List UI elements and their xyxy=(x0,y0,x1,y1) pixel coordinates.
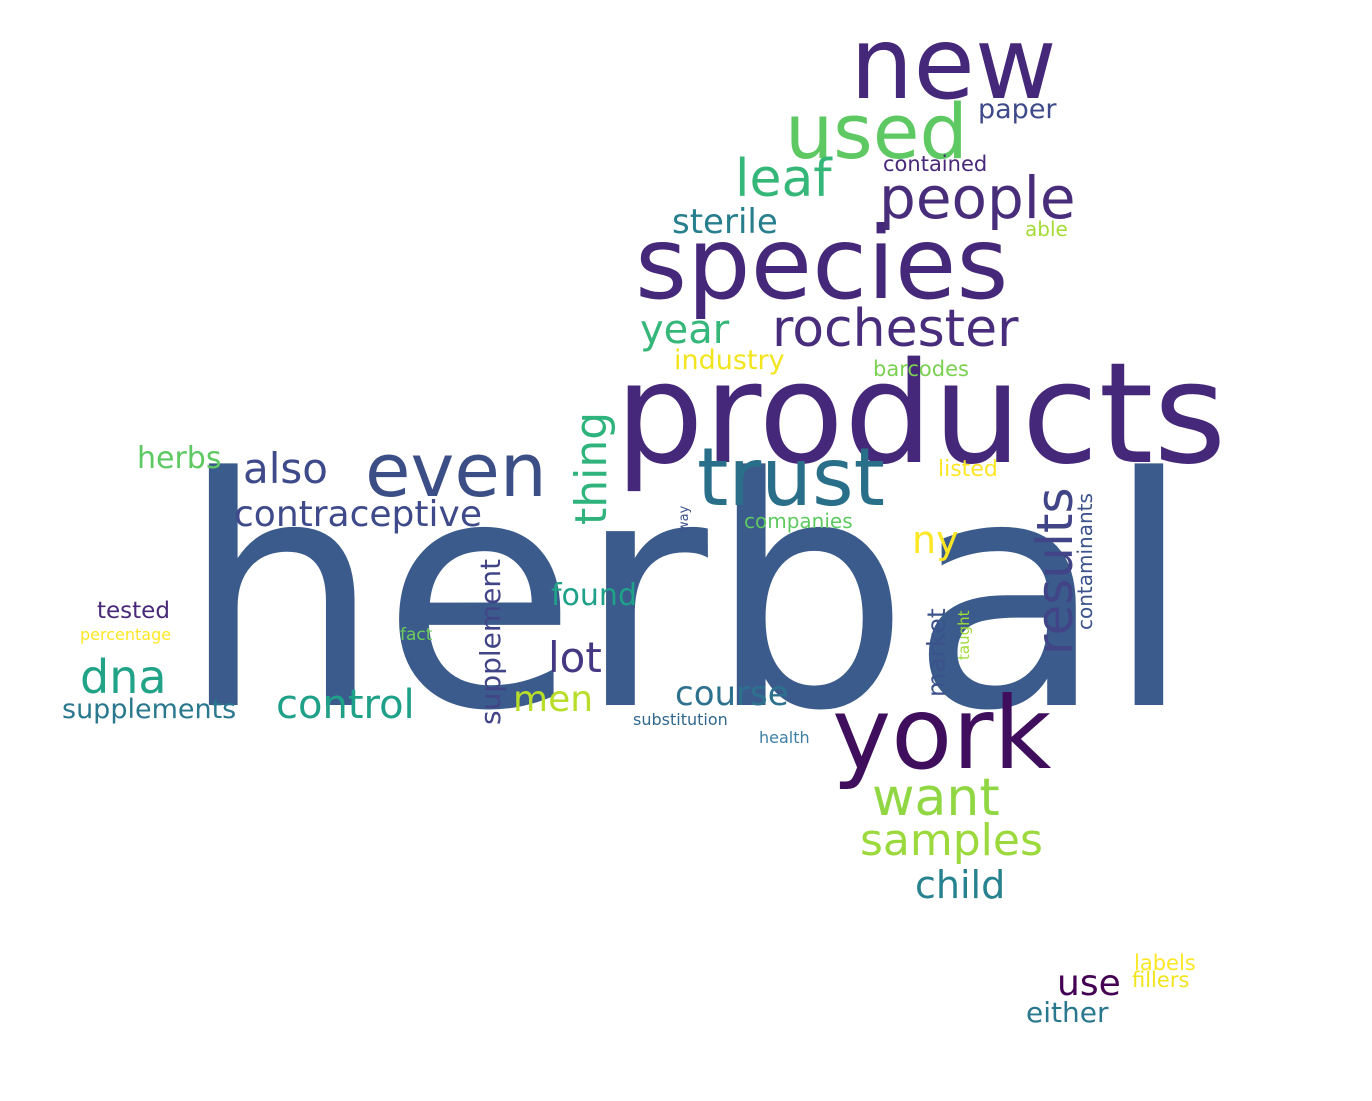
word-trust: trust xyxy=(697,431,885,524)
word-course: course xyxy=(675,674,789,714)
word-thing: thing xyxy=(566,412,617,525)
word-child: child xyxy=(915,863,1005,907)
word-fillers: fillers xyxy=(1132,968,1189,992)
word-labels: labels xyxy=(1134,951,1196,975)
word-health: health xyxy=(759,728,810,747)
word-dna: dna xyxy=(80,650,167,704)
word-new: new xyxy=(850,5,1057,122)
word-lot: lot xyxy=(548,633,602,682)
word-york: york xyxy=(832,675,1051,792)
word-herbal: herbal xyxy=(180,410,1193,780)
word-contaminants: contaminants xyxy=(1073,493,1097,630)
word-herbs: herbs xyxy=(137,441,221,476)
word-use: use xyxy=(1057,963,1121,1004)
word-also: also xyxy=(243,444,328,493)
word-way: way xyxy=(677,505,692,532)
word-either: either xyxy=(1026,996,1109,1029)
word-used: used xyxy=(785,87,968,176)
word-supplements: supplements xyxy=(62,694,236,725)
word-contained: contained xyxy=(883,152,987,176)
word-companies: companies xyxy=(744,509,853,533)
word-listed: listed xyxy=(938,457,998,482)
word-contraceptive: contraceptive xyxy=(234,494,482,535)
word-found: found xyxy=(551,578,637,613)
word-fact: fact xyxy=(400,625,433,645)
word-able: able xyxy=(1025,217,1068,241)
word-leaf: leaf xyxy=(735,149,833,209)
word-men: men xyxy=(513,679,593,720)
word-ny: ny xyxy=(912,518,959,562)
word-industry: industry xyxy=(674,345,785,376)
word-results: results xyxy=(1026,487,1084,655)
word-percentage: percentage xyxy=(80,625,171,644)
word-products: products xyxy=(615,333,1226,496)
word-control: control xyxy=(276,682,415,728)
word-tested: tested xyxy=(97,598,170,624)
word-taught: taught xyxy=(955,610,973,660)
word-people: people xyxy=(879,164,1076,232)
word-species: species xyxy=(635,205,1009,322)
word-barcodes: barcodes xyxy=(873,357,969,381)
word-rochester: rochester xyxy=(772,299,1019,359)
word-paper: paper xyxy=(978,94,1057,125)
word-supplement: supplement xyxy=(474,559,507,725)
word-sterile: sterile xyxy=(672,202,778,242)
word-market: market xyxy=(922,608,951,697)
word-want: want xyxy=(872,768,1000,828)
word-even: even xyxy=(365,428,547,514)
word-samples: samples xyxy=(860,815,1043,866)
word-year: year xyxy=(640,307,730,353)
word-substitution: substitution xyxy=(633,710,728,729)
